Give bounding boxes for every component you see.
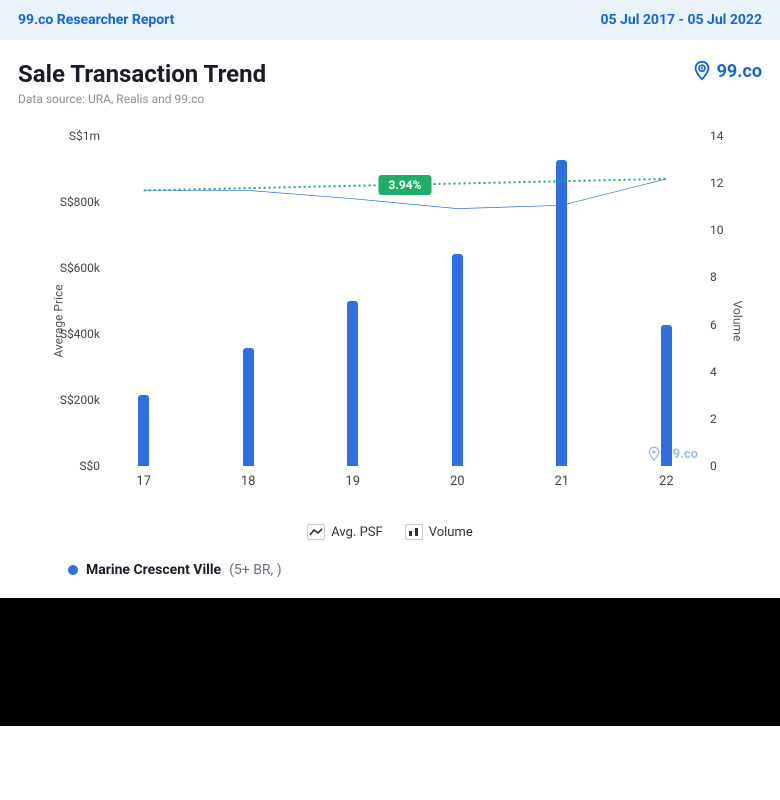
brand-logo-text: 99.co xyxy=(717,61,762,82)
title-row: Sale Transaction Trend Data source: URA,… xyxy=(18,60,762,106)
y-left-tick: S$0 xyxy=(79,459,100,473)
y-left-tick: S$800k xyxy=(60,195,100,209)
y-axis-right-label: Volume xyxy=(731,301,745,342)
chart-legend: Avg. PSF Volume xyxy=(18,524,762,540)
legend-avg-psf: Avg. PSF xyxy=(307,524,382,540)
y-right-tick: 12 xyxy=(710,176,724,190)
y-right-tick: 10 xyxy=(710,223,724,237)
x-axis: 17 18 19 20 21 22 xyxy=(108,466,702,506)
y-axis-left-label: Average Price xyxy=(52,284,66,357)
y-left-tick: S$600k xyxy=(60,261,100,275)
page-title: Sale Transaction Trend xyxy=(18,60,266,88)
plot-region: 99.co S$0S$200kS$400kS$600kS$800kS$1m024… xyxy=(108,136,702,466)
legend-avg-psf-label: Avg. PSF xyxy=(331,525,382,540)
y-right-tick: 2 xyxy=(710,412,717,426)
y-right-tick: 6 xyxy=(710,318,717,332)
y-right-tick: 14 xyxy=(710,129,724,143)
report-header: 99.co Researcher Report 05 Jul 2017 - 05… xyxy=(0,0,780,40)
brand-logo: 99.co xyxy=(691,60,762,82)
data-source-subtitle: Data source: URA, Realis and 99.co xyxy=(18,92,266,106)
content-area: Sale Transaction Trend Data source: URA,… xyxy=(0,40,780,578)
y-left-tick: S$400k xyxy=(60,327,100,341)
series-dot-icon xyxy=(68,565,78,575)
map-pin-icon xyxy=(691,60,713,82)
series-legend: Marine Crescent Ville (5+ BR, ) xyxy=(68,562,762,578)
y-left-tick: S$200k xyxy=(60,393,100,407)
x-tick: 17 xyxy=(136,474,151,489)
y-left-tick: S$1m xyxy=(69,129,100,143)
title-block: Sale Transaction Trend Data source: URA,… xyxy=(18,60,266,106)
brand-report-label: 99.co Researcher Report xyxy=(18,12,174,28)
y-right-tick: 4 xyxy=(710,365,717,379)
line-icon xyxy=(307,524,325,540)
date-range-label: 05 Jul 2017 - 05 Jul 2022 xyxy=(600,12,762,28)
x-tick: 19 xyxy=(345,474,360,489)
bar-icon xyxy=(405,524,423,540)
chart-area: 99.co S$0S$200kS$400kS$600kS$800kS$1m024… xyxy=(108,136,702,506)
footer-black-bar xyxy=(0,598,780,726)
series-detail: (5+ BR, ) xyxy=(229,562,282,578)
x-tick: 21 xyxy=(555,474,570,489)
x-tick: 22 xyxy=(659,474,674,489)
series-name: Marine Crescent Ville xyxy=(86,562,221,578)
legend-volume-label: Volume xyxy=(429,525,473,540)
x-tick: 20 xyxy=(450,474,465,489)
y-right-tick: 0 xyxy=(710,459,717,473)
y-right-tick: 8 xyxy=(710,270,717,284)
chart-container: Average Price Volume 99.co S$0S$200kS$40… xyxy=(18,136,762,506)
legend-volume: Volume xyxy=(405,524,473,540)
x-tick: 18 xyxy=(241,474,256,489)
trend-badge: 3.94% xyxy=(378,175,431,195)
